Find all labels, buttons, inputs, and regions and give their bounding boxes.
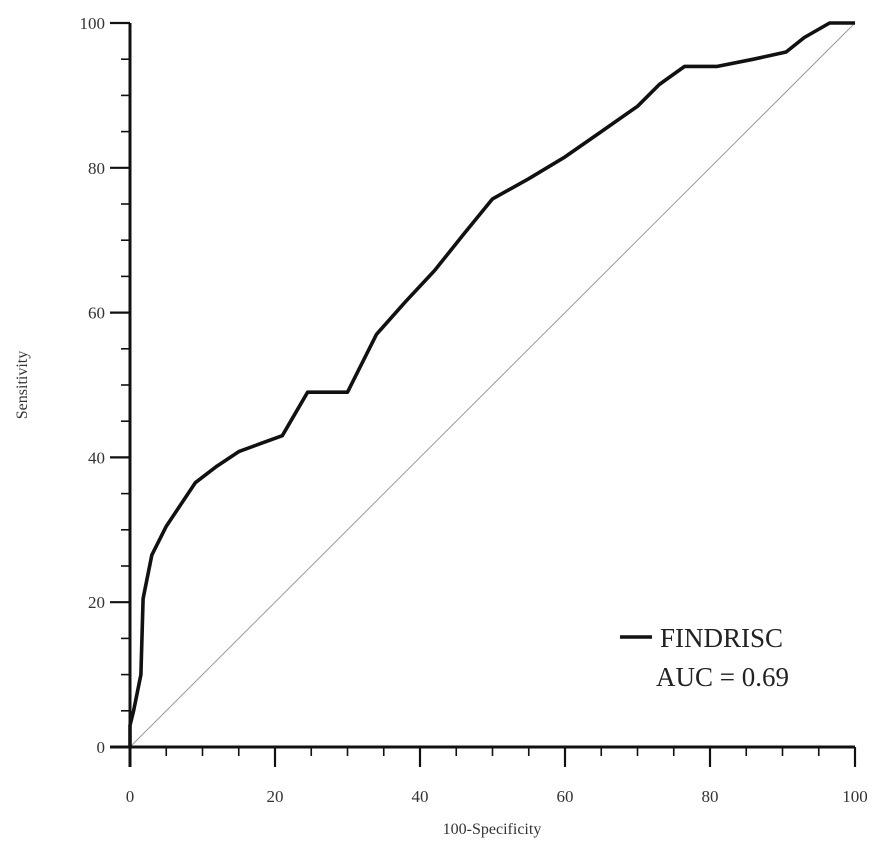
x-tick-label: 20 [267, 787, 284, 806]
tick-marks [110, 21, 857, 767]
y-tick-label: 20 [88, 593, 105, 612]
x-tick-label: 60 [557, 787, 574, 806]
y-tick-label: 80 [88, 159, 105, 178]
y-tick-label: 40 [88, 448, 105, 467]
legend-label-findrisc: FINDRISC [660, 623, 783, 653]
x-axis-title: 100-Specificity [443, 821, 542, 838]
y-tick-label: 0 [97, 738, 106, 757]
legend: FINDRISC AUC = 0.69 [620, 623, 789, 692]
y-axis-title: Sensitivity [14, 351, 31, 419]
x-tick-label: 80 [702, 787, 719, 806]
y-tick-label: 100 [80, 14, 106, 33]
x-tick-label: 40 [412, 787, 429, 806]
x-tick-label: 100 [842, 787, 868, 806]
reference-diagonal-line [129, 22, 856, 748]
reference-diagonal-layer [129, 22, 856, 748]
roc-series-layer [128, 21, 855, 747]
auc-annotation: AUC = 0.69 [656, 662, 789, 692]
y-tick-label: 60 [88, 304, 105, 323]
x-tick-label: 0 [126, 787, 135, 806]
axes [110, 23, 855, 767]
roc-curve-findrisc [128, 21, 855, 747]
tick-labels: 0 20 40 60 80 100 0 20 40 60 80 100 [80, 14, 868, 806]
